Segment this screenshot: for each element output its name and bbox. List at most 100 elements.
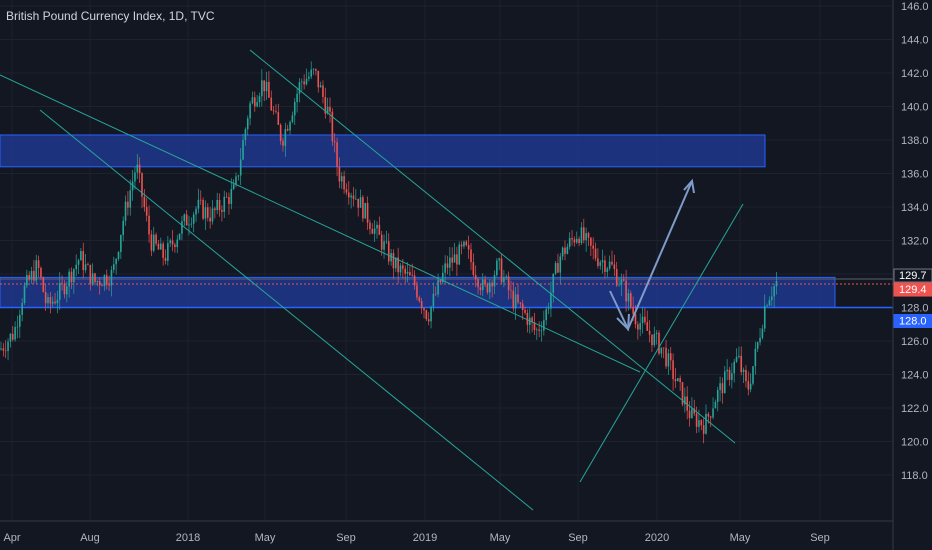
candle-body: [188, 224, 190, 226]
candle-body: [446, 263, 449, 268]
rising-support-line: [579, 203, 744, 483]
candle-body: [279, 124, 282, 141]
candle-body: [298, 82, 301, 94]
candle-body: [284, 128, 287, 146]
candle-body: [129, 190, 132, 208]
candle-body: [773, 286, 775, 297]
candle-body: [80, 251, 82, 261]
candle-body: [733, 361, 735, 374]
x-tick-label: Sep: [810, 532, 830, 544]
candle-body: [329, 106, 331, 112]
candles-layer: [0, 61, 778, 444]
candle-body: [613, 264, 616, 270]
candle-body: [585, 233, 587, 241]
candle-body: [301, 81, 303, 83]
candle-body: [131, 181, 134, 191]
candle-body: [317, 70, 320, 88]
candle-body: [691, 408, 693, 418]
candle-body: [282, 140, 284, 146]
candle-body: [444, 263, 446, 273]
y-tick-label: 124.0: [901, 370, 929, 382]
candle-body: [68, 271, 70, 287]
candle-body: [366, 202, 369, 223]
candle-body: [160, 243, 162, 250]
candle-body: [136, 164, 139, 173]
candle-body: [383, 241, 385, 250]
trendlines-layer: [0, 49, 744, 511]
candle-body: [63, 283, 66, 295]
candle-body: [771, 296, 773, 301]
price-tag-bg: [893, 268, 932, 283]
candle-body: [244, 129, 247, 141]
candle-body: [319, 85, 322, 88]
candle-body: [369, 222, 371, 229]
candle-body: [611, 261, 613, 265]
candle-body: [662, 347, 665, 349]
candle-body: [599, 262, 602, 266]
candle-body: [143, 196, 146, 208]
candle-body: [423, 308, 425, 311]
y-tick-label: 128.0: [901, 303, 929, 315]
candle-body: [660, 347, 663, 354]
candle-body: [606, 268, 609, 272]
candle-body: [37, 260, 40, 269]
x-tick-label: May: [490, 532, 511, 544]
candle-body: [561, 247, 564, 257]
x-tick-label: 2019: [413, 532, 437, 544]
grid-lines: [0, 0, 893, 521]
candle-body: [199, 199, 202, 201]
candle-body: [648, 330, 651, 335]
candle-body: [519, 302, 522, 304]
candle-body: [498, 258, 500, 261]
candle-body: [761, 328, 764, 338]
candle-body: [355, 198, 357, 200]
candle-body: [303, 81, 305, 85]
y-tick-label: 126.0: [901, 336, 929, 348]
candle-body: [458, 244, 461, 265]
candle-body: [707, 413, 710, 417]
candle-body: [406, 271, 409, 274]
candle-body: [162, 243, 164, 258]
candle-body: [326, 106, 329, 114]
candle-body: [489, 282, 491, 293]
candle-body: [651, 334, 653, 346]
candle-body: [618, 284, 620, 286]
candle-body: [345, 189, 348, 193]
candle-body: [380, 234, 383, 250]
candle-body: [646, 322, 649, 331]
candle-body: [376, 224, 378, 229]
candle-body: [566, 246, 569, 254]
candle-body: [124, 201, 127, 221]
candle-body: [19, 314, 21, 327]
candle-body: [176, 239, 179, 248]
candle-body: [333, 141, 336, 143]
x-tick-label: May: [255, 532, 276, 544]
candle-body: [700, 420, 703, 426]
candle-body: [456, 254, 458, 265]
candle-body: [249, 103, 251, 119]
y-tick-label: 132.0: [901, 236, 929, 248]
candle-body: [66, 286, 68, 295]
candle-body: [693, 408, 696, 414]
candle-body: [510, 290, 512, 291]
y-tick-label: 118.0: [901, 470, 928, 482]
candle-body: [315, 69, 317, 71]
candle-body: [709, 416, 712, 418]
candle-body: [171, 240, 174, 245]
candle-body: [637, 324, 639, 330]
candle-body: [164, 257, 167, 261]
candle-body: [228, 197, 230, 204]
candle-body: [197, 199, 200, 209]
candle-body: [573, 239, 576, 243]
candle-body: [148, 215, 150, 235]
candle-body: [420, 301, 423, 309]
x-tick-label: Aug: [80, 532, 100, 544]
candle-body: [463, 241, 465, 247]
candle-body: [608, 261, 611, 269]
candle-body: [185, 214, 188, 226]
candle-body: [242, 140, 244, 160]
price-tag-label: 129.4: [899, 284, 927, 296]
candle-body: [58, 282, 61, 300]
candle-body: [47, 297, 49, 304]
candle-body: [735, 356, 738, 362]
